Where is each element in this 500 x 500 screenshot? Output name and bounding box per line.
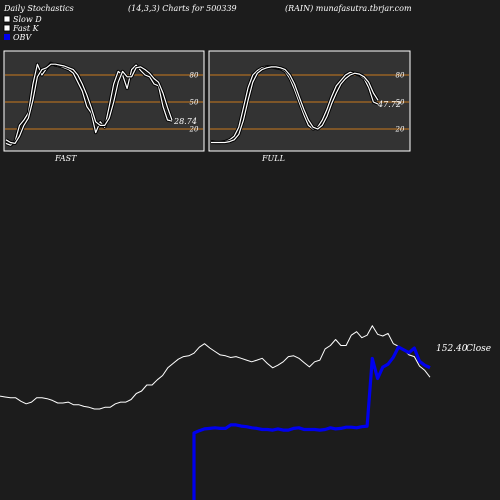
header-right: (RAIN) munafasutra.tbrjar.com	[285, 4, 412, 13]
fast-series-1-line	[5, 63, 173, 144]
full-panel-frame	[208, 50, 411, 152]
fast-last-value-label: 28.74	[173, 117, 197, 126]
legend-label-slow-d: Slow D	[13, 15, 42, 24]
obv-line	[192, 345, 431, 500]
full-y-tick-50: 50	[396, 99, 405, 107]
legend-label-fast-k: Fast K	[12, 24, 40, 33]
header-left: Daily Stochastics	[3, 4, 74, 13]
fast-series-0-line	[5, 62, 173, 146]
legend-swatch-obv	[4, 34, 10, 40]
fast-y-tick-20: 20	[189, 126, 199, 134]
close-price-line	[0, 325, 431, 410]
close-series-label: Close	[466, 344, 491, 354]
legend-label-obv: OBV	[13, 33, 32, 42]
fast-panel-title: FAST	[54, 154, 77, 163]
full-last-value-label: 47.72	[377, 100, 401, 109]
full-series-1-line	[211, 66, 379, 144]
fast-stochastic-panel: 20 50 80 28.74	[3, 50, 205, 152]
legend: Slow D Fast K OBV	[3, 15, 42, 42]
fast-y-tick-80: 80	[190, 72, 199, 80]
full-y-tick-20: 20	[395, 126, 405, 134]
full-stochastic-panel: 20 50 80 47.72	[208, 50, 411, 152]
legend-swatch-slow-d	[3, 15, 11, 23]
legend-swatch-fast-k	[3, 24, 11, 32]
header-middle: (14,3,3) Charts for 500339	[128, 4, 237, 13]
price-obv-chart	[0, 325, 431, 500]
full-y-tick-80: 80	[396, 72, 405, 80]
fast-y-tick-50: 50	[190, 99, 199, 107]
close-last-value: 152.40	[436, 344, 468, 354]
full-panel-title: FULL	[261, 154, 285, 163]
full-series-0-line	[210, 66, 379, 144]
